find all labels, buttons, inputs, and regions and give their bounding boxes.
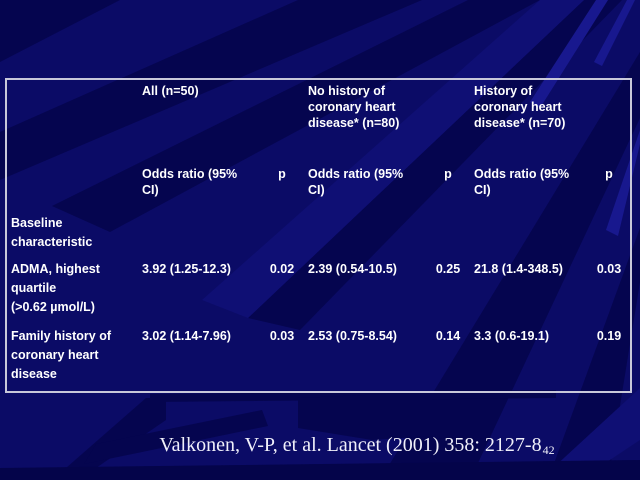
stub-header-baseline-characteristic: Baseline characteristic [11, 216, 93, 249]
subheader-p-history: p [605, 167, 613, 181]
odds-ratio-cell: 2.39 (0.54-10.5) [308, 262, 397, 276]
odds-ratio-cell: 21.8 (1.4-348.5) [474, 262, 563, 276]
subheader-p-all: p [278, 167, 286, 181]
row-label-adma: ADMA, highest quartile (>0.62 µmol/L) [11, 262, 100, 314]
slide-page-number: 42 [542, 443, 555, 457]
column-group-no-history: No history of coronary heart disease* (n… [308, 84, 400, 130]
results-table: All (n=50) No history of coronary heart … [5, 78, 632, 393]
p-value-cell: 0.25 [435, 262, 461, 276]
p-value-cell: 0.02 [269, 262, 295, 276]
p-value-cell: 0.03 [596, 262, 622, 276]
citation: Valkonen, V-P, et al. Lancet (2001) 358:… [0, 434, 640, 457]
subheader-odds-ratio-all: Odds ratio (95% CI) [142, 167, 238, 197]
p-value-cell: 0.14 [435, 329, 461, 343]
subheader-odds-ratio-no-history: Odds ratio (95% CI) [308, 167, 404, 197]
odds-ratio-cell: 3.92 (1.25-12.3) [142, 262, 231, 276]
p-value-cell: 0.19 [596, 329, 622, 343]
odds-ratio-cell: 3.02 (1.14-7.96) [142, 329, 231, 343]
odds-ratio-cell: 3.3 (0.6-19.1) [474, 329, 550, 343]
odds-ratio-cell: 2.53 (0.75-8.54) [308, 329, 397, 343]
row-label-family-history: Family history of coronary heart disease [11, 329, 112, 381]
subheader-p-no-history: p [444, 167, 452, 181]
column-group-all: All (n=50) [142, 84, 199, 98]
subheader-odds-ratio-history: Odds ratio (95% CI) [474, 167, 570, 197]
p-value-cell: 0.03 [269, 329, 295, 343]
citation-text: Valkonen, V-P, et al. Lancet (2001) 358:… [159, 434, 542, 456]
column-group-history: History of coronary heart disease* (n=70… [474, 84, 566, 130]
